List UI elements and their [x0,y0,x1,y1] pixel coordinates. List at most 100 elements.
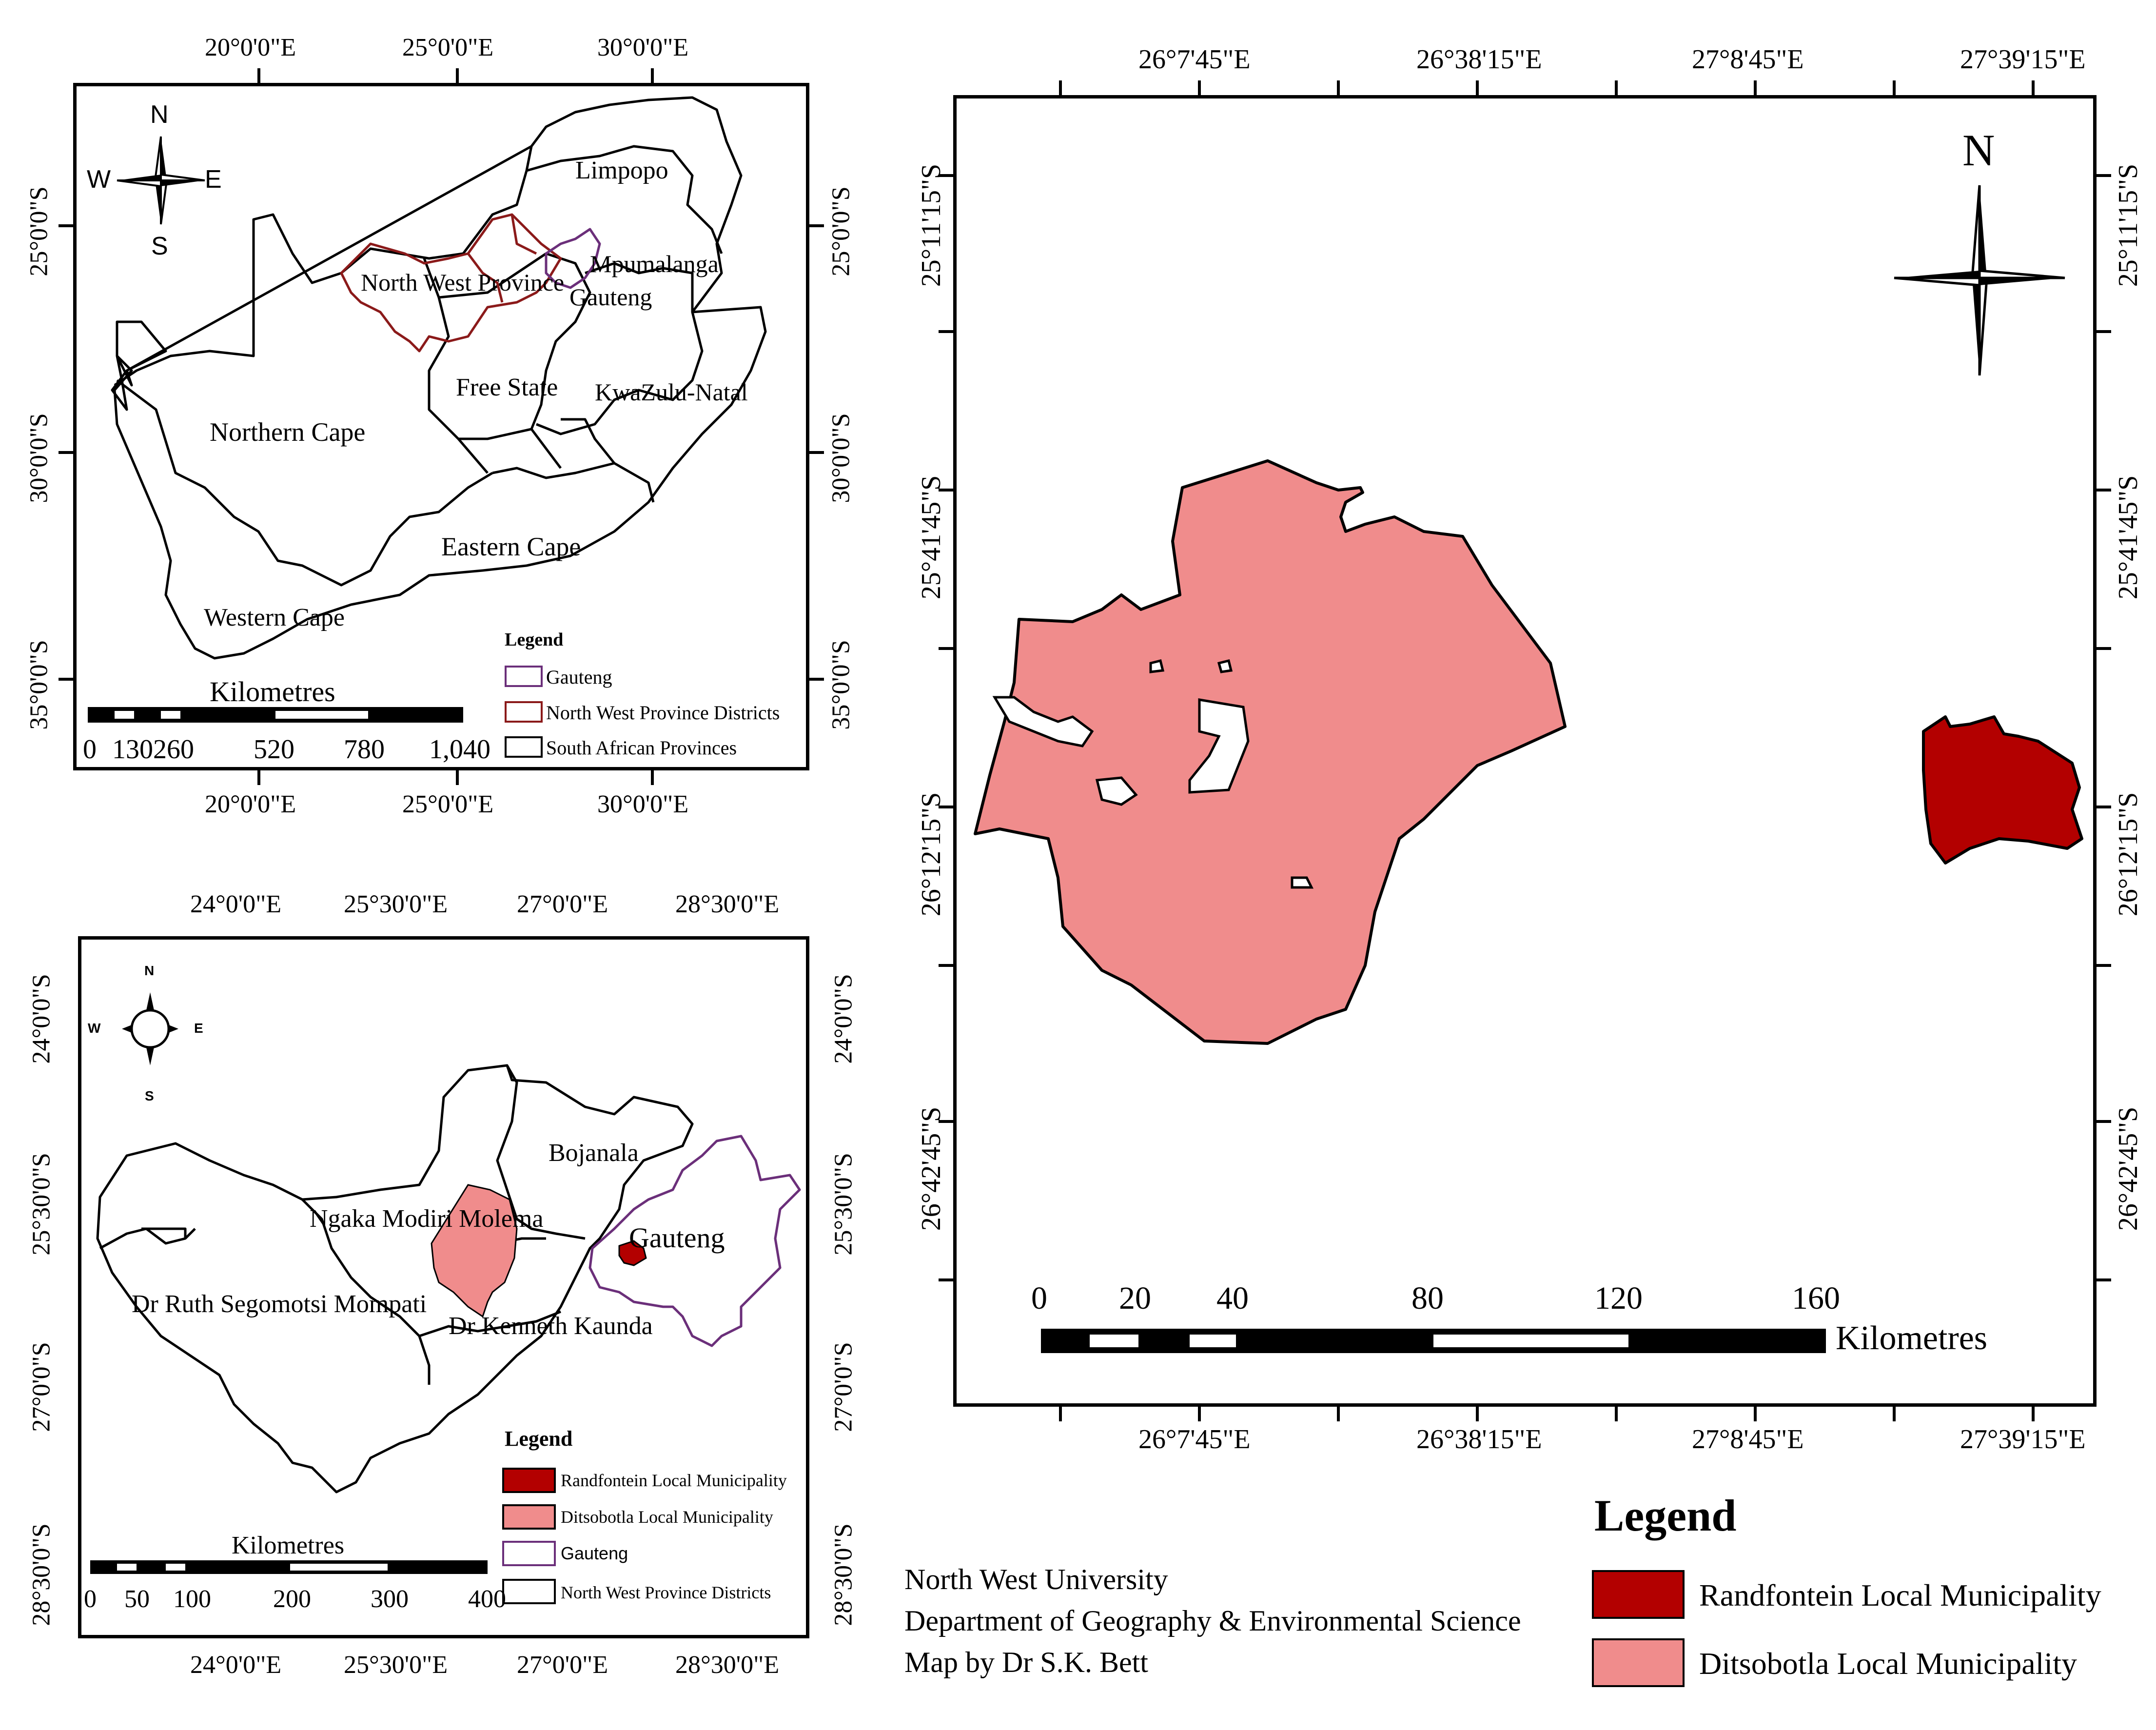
sa-scale-520: 520 [254,734,294,765]
sa-tick [59,678,74,681]
nw-legend-randfontein: Randfontein Local Municipality [561,1471,787,1490]
main-lon-top-3: 27°8'45"E [1692,44,1804,75]
sa-lon-bottom-2: 25°0'0"E [402,790,494,818]
main-legend-swatch-ditsobotla [1592,1638,1685,1687]
inset-nw-frame [78,936,809,1638]
inset-sa-frame [73,83,809,770]
sa-scale-0: 0 [83,734,97,765]
main-legend-randfontein: Randfontein Local Municipality [1699,1578,2101,1612]
sa-legend-gauteng: Gauteng [546,666,612,688]
sa-label-western-cape: Western Cape [204,604,345,631]
sa-scale-130260: 130260 [112,734,194,765]
main-scale-80: 80 [1411,1280,1444,1316]
main-legend-swatch-randfontein [1592,1570,1685,1619]
main-ditsobotla-shape [974,459,1567,1045]
sa-lon-top-3: 30°0'0"E [597,34,689,61]
sa-label-kzn: KwaZulu-Natal [595,378,748,406]
sa-label-northern-cape: Northern Cape [210,417,366,447]
nw-lon-top-2: 25°30'0"E [344,890,448,918]
main-legend-title: Legend [1594,1491,1737,1540]
sa-tick [808,678,824,681]
nw-legend-districts: North West Province Districts [561,1583,771,1602]
main-scale-20: 20 [1119,1280,1151,1316]
nw-compass-s: S [145,1088,154,1103]
nw-lon-top-3: 27°0'0"E [517,890,608,918]
nw-legend-title: Legend [505,1427,573,1451]
main-lon-bottom-1: 26°7'45"E [1138,1424,1251,1455]
sa-compass-e: E [205,165,222,194]
sa-tick [808,451,824,454]
nw-label-bojanala: Bojanala [549,1139,639,1167]
sa-label-mpumalanga: Mpumalanga [590,250,719,277]
nw-lon-bottom-1: 24°0'0"E [190,1651,282,1679]
main-lon-top-2: 26°38'15"E [1416,44,1542,75]
main-map-frame [953,95,2097,1407]
nw-compass-e: E [194,1021,203,1036]
sa-legend-swatch-nw [505,701,543,723]
sa-lon-bottom-3: 30°0'0"E [597,790,689,818]
sa-compass-w: W [87,165,111,194]
main-legend-ditsobotla: Ditsobotla Local Municipality [1699,1646,2077,1681]
sa-tick [456,68,459,84]
main-scale-title: Kilometres [1836,1319,1988,1357]
main-scale-0: 0 [1031,1280,1047,1316]
main-scale-40: 40 [1216,1280,1249,1316]
sa-tick [808,224,824,227]
sa-scale-1040: 1,040 [429,734,490,765]
sa-label-eastern-cape: Eastern Cape [441,532,581,561]
sa-compass-n: N [150,100,169,129]
sa-tick [59,224,74,227]
sa-legend-swatch-gauteng [505,666,543,687]
nw-lon-top-4: 28°30'0"E [675,890,780,918]
credit-university: North West University [904,1563,1168,1595]
sa-tick [651,68,654,84]
sa-legend-nw-districts: North West Province Districts [546,702,780,724]
nw-compass-n: N [144,963,155,978]
sa-legend-provinces: South African Provinces [546,737,737,759]
main-lon-top-1: 26°7'45"E [1138,44,1251,75]
nw-compass-icon [122,992,178,1065]
sa-scale-780: 780 [344,734,385,765]
credit-department: Department of Geography & Environmental … [904,1605,1521,1637]
main-lon-top-4: 27°39'15"E [1960,44,2086,75]
nw-label-gauteng: Gauteng [629,1222,725,1254]
nw-label-ngaka: Ngaka Modiri Molema [310,1205,544,1233]
sa-lon-bottom-1: 20°0'0"E [205,790,296,818]
nw-ditsobotla-shape [431,1184,518,1318]
main-lon-bottom-3: 27°8'45"E [1692,1424,1804,1455]
sa-scale-bar [88,707,463,723]
nw-label-ruth: Dr Ruth Segomotsi Mompati [132,1290,427,1318]
nw-scale-300: 300 [371,1585,409,1613]
sa-legend-swatch-provinces [505,736,543,758]
nw-legend-swatch-gauteng [502,1541,556,1566]
nw-legend-swatch-randfontein [502,1468,556,1493]
sa-provinces-map [111,96,767,660]
nw-legend-gauteng: Gauteng [561,1543,628,1563]
sa-tick [651,769,654,785]
main-randfontein-shape [1922,715,2083,865]
sa-label-limpopo: Limpopo [575,157,668,184]
sa-legend-title: Legend [505,629,564,650]
nw-scale-100: 100 [173,1585,211,1613]
nw-scale-200: 200 [273,1585,311,1613]
main-north-label: N [1962,125,1995,175]
nw-label-kenneth: Dr Kenneth Kaunda [449,1312,653,1340]
sa-tick [257,769,260,785]
main-scale-160: 160 [1792,1280,1840,1316]
nw-districts-map [96,1064,801,1494]
sa-scale-title: Kilometres [210,676,335,708]
sa-tick [456,769,459,785]
nw-scale-400: 400 [468,1585,506,1613]
nw-lon-bottom-3: 27°0'0"E [517,1651,608,1679]
nw-lon-top-1: 24°0'0"E [190,890,282,918]
nw-legend-ditsobotla: Ditsobotla Local Municipality [561,1507,773,1527]
main-north-arrow-icon [1894,185,2065,376]
nw-lon-bottom-4: 28°30'0"E [675,1651,780,1679]
main-lon-bottom-4: 27°39'15"E [1960,1424,2086,1455]
sa-compass-s: S [151,232,168,260]
main-scale-120: 120 [1594,1280,1643,1316]
main-scale-bar [1041,1329,1826,1353]
nw-randfontein-shape [618,1240,647,1266]
